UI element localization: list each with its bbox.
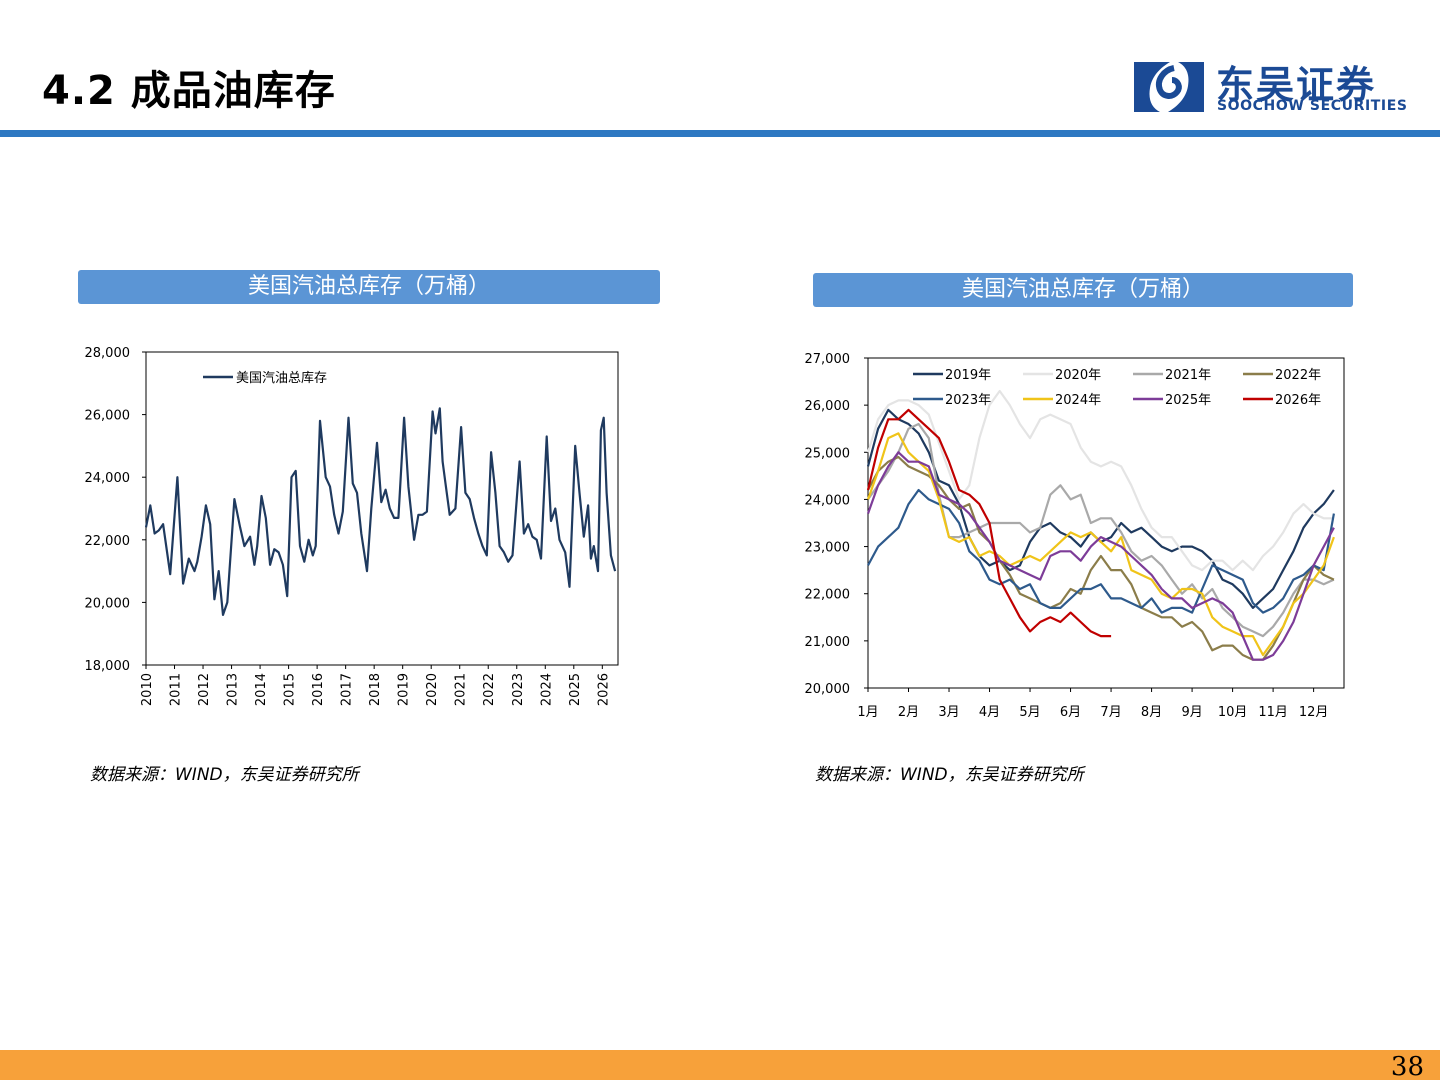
chart2-y-tick-label: 27,000 — [805, 352, 851, 367]
logo-english-name: SOOCHOW SECURITIES — [1217, 98, 1408, 114]
chart2-series-line — [867, 488, 1335, 614]
footer-bar — [0, 1050, 1440, 1080]
chart2-series-line — [866, 451, 1335, 661]
chart2-series-line — [867, 422, 1335, 638]
chart2-x-tick-label: 4月 — [979, 705, 1000, 720]
chart1-series-line — [144, 407, 617, 616]
chart1-y-tick-label: 22,000 — [85, 534, 131, 549]
chart2-legend-label: 2024年 — [1055, 393, 1101, 408]
chart2-x-tick-label: 8月 — [1141, 705, 1162, 720]
chart2-x-tick-label: 10月 — [1218, 705, 1248, 720]
chart1-x-tick-label: 2021 — [454, 673, 469, 706]
chart1-x-tick-label: 2026 — [596, 673, 611, 706]
chart2-x-tick-label: 2月 — [898, 705, 919, 720]
page-number: 38 — [1390, 1052, 1424, 1082]
chart1-x-tick-label: 2018 — [368, 673, 383, 706]
chart1-y-tick-label: 18,000 — [85, 659, 131, 674]
chart1-y-tick-label: 20,000 — [85, 596, 131, 611]
chart2-seasonal-line-chart: 20,000 21,000 22,000 23,000 24,000 25,000 26,0… — [805, 352, 1345, 720]
chart2-legend-label: 2023年 — [945, 393, 991, 408]
chart2-legend-label: 2026年 — [1275, 393, 1321, 408]
chart2-y-tick-label: 23,000 — [805, 541, 851, 556]
chart2-x-tick-label: 6月 — [1060, 705, 1081, 720]
chart1-source: 数据来源：WIND，东吴证券研究所 — [90, 765, 359, 785]
chart2-series-line — [866, 408, 1112, 638]
chart1-x-tick-label: 2014 — [254, 673, 269, 706]
soochow-logo-icon — [1134, 62, 1204, 112]
chart2-y-tick-label: 24,000 — [805, 493, 851, 508]
chart1-legend-label: 美国汽油总库存 — [236, 370, 327, 386]
chart2-x-tick-label: 12月 — [1299, 705, 1329, 720]
chart2-x-tick-label: 1月 — [857, 705, 878, 720]
chart1-plot-frame — [145, 351, 619, 666]
chart2-source: 数据来源：WIND，东吴证券研究所 — [815, 765, 1084, 785]
chart2-y-tick-label: 20,000 — [805, 682, 851, 697]
logo-chinese-name: 东吴证券 — [1216, 63, 1377, 107]
chart1-x-tick-label: 2010 — [140, 673, 155, 706]
chart1-x-tick-label: 2016 — [311, 673, 326, 706]
page-title: 4.2 成品油库存 — [42, 68, 336, 114]
chart2-legend-label: 2019年 — [945, 368, 991, 383]
chart1-x-tick-label: 2024 — [539, 673, 554, 706]
chart1-x-tick-label: 2019 — [397, 673, 412, 706]
chart2-x-tick-label: 9月 — [1181, 705, 1202, 720]
chart1-x-tick-label: 2023 — [511, 673, 526, 706]
chart1-y-tick-label: 28,000 — [85, 346, 131, 361]
chart2-legend-label: 2021年 — [1165, 368, 1211, 383]
chart2-y-tick-label: 26,000 — [805, 399, 851, 414]
chart1-header: 美国汽油总库存（万桶） — [78, 270, 660, 304]
company-logo: 东吴证券 SOOCHOW SECURITIES — [1130, 56, 1410, 116]
chart2-y-tick-label: 22,000 — [805, 588, 851, 603]
chart1-line-chart: 18,000 20,000 22,000 24,000 26,000 28,000 2010… — [85, 346, 619, 706]
header-divider — [0, 130, 1440, 137]
chart1-x-tick-label: 2022 — [482, 673, 497, 706]
chart2-x-tick-label: 7月 — [1100, 705, 1121, 720]
chart1-y-tick-label: 26,000 — [85, 409, 131, 424]
chart1-x-tick-label: 2017 — [340, 673, 355, 706]
chart2-x-tick-label: 3月 — [938, 705, 959, 720]
chart2-legend-label: 2022年 — [1275, 368, 1321, 383]
chart2-x-tick-label: 11月 — [1258, 705, 1288, 720]
chart1-x-tick-label: 2015 — [283, 673, 298, 706]
chart1-x-tick-label: 2011 — [169, 673, 184, 706]
chart2-legend-label: 2025年 — [1165, 393, 1211, 408]
chart2-y-tick-label: 25,000 — [805, 446, 851, 461]
chart2-y-tick-label: 21,000 — [805, 635, 851, 650]
chart2-legend-label: 2020年 — [1055, 368, 1101, 383]
chart2-header: 美国汽油总库存（万桶） — [813, 273, 1353, 307]
chart2-plot-frame — [867, 357, 1345, 689]
chart1-x-tick-label: 2025 — [568, 673, 583, 706]
chart2-series-line — [866, 432, 1335, 657]
chart1-x-tick-label: 2020 — [425, 673, 440, 706]
chart1-x-tick-label: 2012 — [197, 673, 212, 706]
chart1-x-tick-label: 2013 — [226, 673, 241, 706]
chart1-y-tick-label: 24,000 — [85, 471, 131, 486]
chart2-x-tick-label: 5月 — [1019, 705, 1040, 720]
chart2-series-line — [866, 389, 1334, 572]
